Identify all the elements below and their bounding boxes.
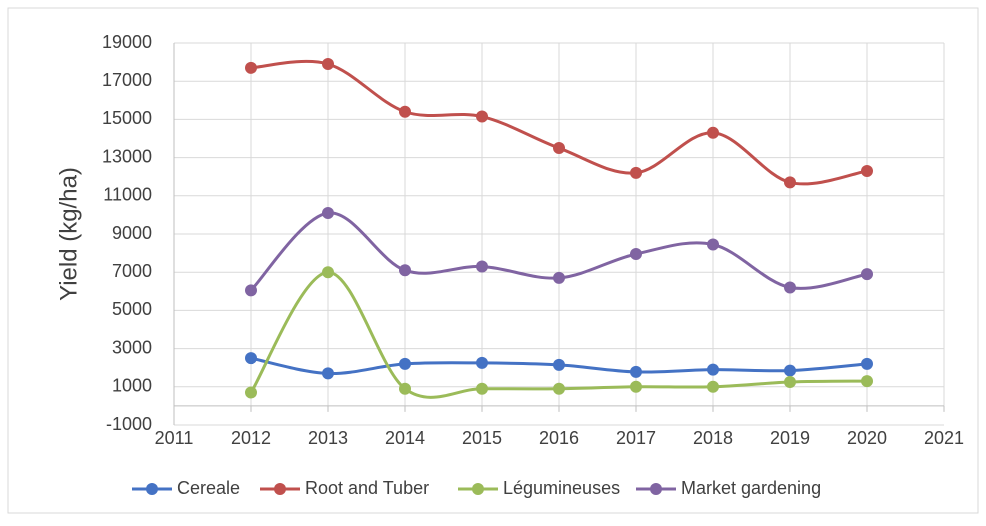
data-point — [861, 268, 873, 281]
y-tick-label: -1000 — [106, 414, 152, 434]
x-tick-label: 2021 — [924, 428, 964, 448]
data-point — [707, 380, 719, 393]
y-tick-label: 11000 — [103, 185, 152, 205]
data-point — [399, 264, 411, 277]
legend-marker — [146, 483, 158, 495]
data-point — [476, 382, 488, 395]
x-tick-label: 2013 — [308, 428, 348, 448]
y-tick-label: 19000 — [102, 32, 152, 52]
data-point — [707, 126, 719, 139]
data-point — [245, 284, 257, 297]
data-point — [399, 357, 411, 370]
data-point — [476, 260, 488, 273]
legend-label: Cereale — [177, 478, 240, 498]
y-tick-label: 9000 — [112, 223, 152, 243]
legend-marker — [472, 483, 484, 495]
x-tick-label: 2017 — [616, 428, 656, 448]
data-point — [245, 386, 257, 399]
x-tick-label: 2011 — [155, 428, 194, 448]
data-point — [553, 142, 565, 155]
y-tick-label: 15000 — [102, 108, 152, 128]
data-point — [630, 166, 642, 179]
legend-label: Root and Tuber — [305, 478, 429, 498]
data-point — [245, 352, 257, 365]
data-point — [784, 376, 796, 389]
x-tick-label: 2015 — [462, 428, 502, 448]
data-point — [707, 363, 719, 376]
data-point — [553, 271, 565, 284]
data-point — [245, 61, 257, 74]
data-point — [861, 375, 873, 388]
data-point — [476, 110, 488, 123]
y-tick-label: 3000 — [112, 337, 152, 357]
data-point — [784, 364, 796, 377]
y-tick-label: 5000 — [112, 299, 152, 319]
data-point — [553, 358, 565, 371]
data-point — [630, 365, 642, 378]
data-point — [322, 206, 334, 219]
data-point — [322, 367, 334, 380]
legend-label: Market gardening — [681, 478, 821, 498]
x-tick-label: 2020 — [847, 428, 887, 448]
y-axis-label: Yield (kg/ha) — [55, 167, 82, 301]
x-tick-label: 2018 — [693, 428, 733, 448]
x-tick-label: 2019 — [770, 428, 810, 448]
chart-border — [7, 7, 979, 514]
y-tick-label: 17000 — [102, 70, 152, 90]
y-tick-label: 7000 — [112, 261, 152, 281]
x-tick-label: 2016 — [539, 428, 579, 448]
data-point — [399, 382, 411, 395]
data-point — [861, 164, 873, 177]
data-point — [784, 176, 796, 189]
data-point — [630, 248, 642, 261]
data-point — [553, 382, 565, 395]
data-point — [861, 357, 873, 370]
data-point — [630, 380, 642, 393]
x-tick-label: 2014 — [385, 428, 425, 448]
x-tick-label: 2012 — [231, 428, 271, 448]
legend-label: Légumineuses — [503, 478, 620, 498]
legend-marker — [650, 483, 662, 495]
y-tick-label: 13000 — [102, 146, 152, 166]
data-point — [399, 105, 411, 118]
data-point — [707, 238, 719, 251]
data-point — [322, 58, 334, 71]
data-point — [322, 266, 334, 279]
legend-marker — [274, 483, 286, 495]
y-tick-label: 1000 — [112, 376, 152, 396]
data-point — [476, 356, 488, 369]
data-point — [784, 281, 796, 294]
